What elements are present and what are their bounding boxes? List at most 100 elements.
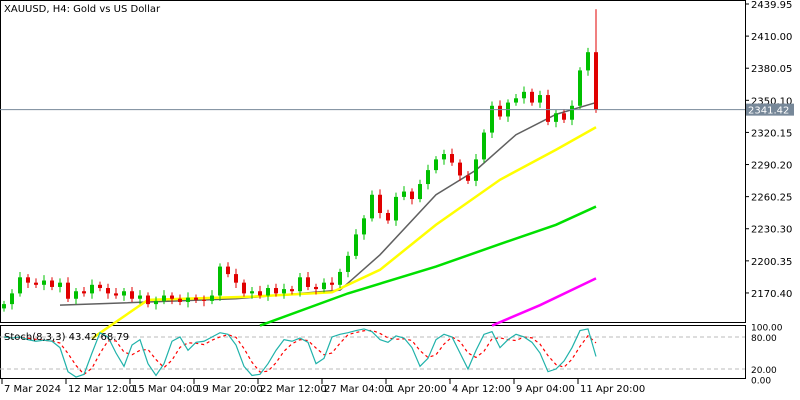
y-tick-label: 2350.10 bbox=[751, 96, 792, 107]
x-tick-label: 1 Apr 20:00 bbox=[388, 384, 447, 395]
y-tick-label: 2230.30 bbox=[751, 225, 792, 236]
ma-50-line bbox=[91, 126, 597, 340]
candle-body bbox=[386, 212, 390, 221]
candle-body bbox=[82, 291, 86, 294]
candle-body bbox=[562, 113, 566, 120]
x-tick-label: 27 Mar 04:00 bbox=[324, 384, 391, 395]
x-tick-label: 4 Apr 12:00 bbox=[452, 384, 511, 395]
candle-body bbox=[130, 291, 134, 299]
x-tick-label: 11 Apr 20:00 bbox=[580, 384, 645, 395]
candle-body bbox=[290, 289, 294, 292]
y-tick-label: 2320.15 bbox=[751, 128, 792, 139]
y-tick-label: 2410.00 bbox=[751, 32, 792, 43]
candle-body bbox=[498, 105, 502, 117]
y-tick-label: 2290.20 bbox=[751, 161, 792, 172]
stochastic-main-line bbox=[3, 328, 597, 378]
candle-body bbox=[114, 293, 118, 296]
y-tick-label: 2260.25 bbox=[751, 193, 792, 204]
candle-body bbox=[34, 282, 38, 285]
candle-body bbox=[226, 266, 230, 275]
candle-body bbox=[298, 277, 302, 292]
candle-body bbox=[378, 194, 382, 213]
candle-body bbox=[570, 105, 574, 120]
candle-body bbox=[306, 277, 310, 287]
candle-body bbox=[170, 295, 174, 299]
candle-body bbox=[482, 132, 486, 160]
y-tick-label: 2170.40 bbox=[751, 289, 792, 300]
candle-body bbox=[546, 95, 550, 122]
candle-body bbox=[282, 289, 286, 294]
candle-body bbox=[202, 299, 206, 301]
x-tick-label: 12 Mar 12:00 bbox=[68, 384, 135, 395]
candle-body bbox=[578, 70, 582, 106]
candle-body bbox=[346, 255, 350, 272]
stochastic-signal-line bbox=[3, 329, 597, 376]
chart-title: XAUUSD, H4: Gold vs US Dollar bbox=[4, 4, 161, 15]
candle-body bbox=[458, 162, 462, 176]
candle-body bbox=[530, 91, 534, 103]
candle-body bbox=[266, 288, 270, 296]
candle-body bbox=[426, 170, 430, 185]
candle-body bbox=[146, 295, 150, 305]
candle-body bbox=[442, 154, 446, 160]
candle-body bbox=[218, 266, 222, 296]
candle-body bbox=[354, 234, 358, 256]
candle-body bbox=[362, 218, 366, 235]
candle-body bbox=[474, 159, 478, 181]
candle-body bbox=[122, 291, 126, 296]
candle-body bbox=[58, 282, 62, 287]
candle-body bbox=[394, 196, 398, 221]
candle-body bbox=[370, 194, 374, 219]
candle-body bbox=[50, 280, 54, 287]
candle-body bbox=[162, 295, 166, 301]
main-panel-frame bbox=[0, 0, 746, 323]
ma-200-line bbox=[491, 277, 597, 327]
current-price-label: 2341.42 bbox=[748, 106, 789, 117]
candle-body bbox=[450, 154, 454, 163]
candle-body bbox=[338, 271, 342, 285]
candle-body bbox=[18, 277, 22, 294]
candle-body bbox=[42, 280, 46, 285]
x-tick-label: 19 Mar 20:00 bbox=[196, 384, 263, 395]
candle-body bbox=[466, 175, 470, 181]
y-tick-label: 2200.35 bbox=[751, 257, 792, 268]
candle-body bbox=[594, 52, 598, 110]
ma-fast-line bbox=[59, 101, 597, 306]
candle-body bbox=[242, 282, 246, 294]
x-tick-label: 15 Mar 04:00 bbox=[132, 384, 199, 395]
candle-body bbox=[586, 52, 590, 71]
x-tick-label: 22 Mar 12:00 bbox=[260, 384, 327, 395]
candle-body bbox=[106, 288, 110, 294]
ma-100-line bbox=[259, 205, 597, 327]
candle-body bbox=[66, 282, 70, 299]
candle-body bbox=[194, 297, 198, 300]
current-price-tag bbox=[746, 103, 794, 116]
candle-body bbox=[314, 286, 318, 290]
x-tick-label: 7 Mar 2024 bbox=[4, 384, 61, 395]
candle-body bbox=[154, 300, 158, 305]
candle-body bbox=[554, 113, 558, 122]
candle-body bbox=[98, 284, 102, 289]
stochastic-panel-frame bbox=[0, 325, 746, 379]
candle-body bbox=[186, 297, 190, 302]
candle-body bbox=[418, 184, 422, 200]
candle-body bbox=[2, 304, 6, 309]
candle-body bbox=[402, 191, 406, 197]
x-tick-label: 9 Apr 04:00 bbox=[516, 384, 575, 395]
candle-body bbox=[410, 191, 414, 200]
stochastic-level-label: 80.00 bbox=[751, 334, 777, 344]
candle-body bbox=[514, 98, 518, 103]
candle-body bbox=[26, 277, 30, 283]
y-tick-label: 2380.05 bbox=[751, 64, 792, 75]
candle-body bbox=[250, 291, 254, 294]
stochastic-label: Stoch(8,3,3) 43.42 68.79 bbox=[4, 332, 129, 343]
stochastic-level-label: 20.00 bbox=[751, 366, 777, 376]
candle-body bbox=[274, 288, 278, 294]
stochastic-level-label: 100.00 bbox=[751, 323, 783, 333]
candle-body bbox=[330, 282, 334, 285]
candle-body bbox=[322, 282, 326, 290]
candle-body bbox=[522, 91, 526, 99]
candle-body bbox=[178, 298, 182, 302]
